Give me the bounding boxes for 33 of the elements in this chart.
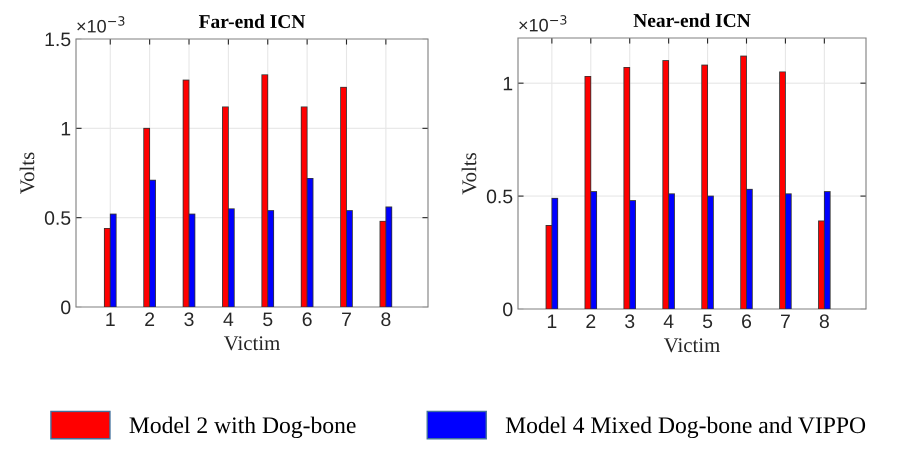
text: ×10$^{−3}$: [77, 16, 124, 33]
x-tick-label: 7: [342, 312, 351, 326]
x-tick-label: 1: [548, 314, 556, 328]
y-tick-label: 0.5: [44, 211, 70, 225]
y-axis-title: Volts: [462, 153, 476, 194]
legend-label: Model 4 Mixed Dog-bone and VIPPO: [506, 416, 866, 438]
y-tick-label: 0: [503, 302, 512, 316]
x-tick-label: 3: [184, 312, 194, 326]
x-tick-label: 2: [586, 314, 596, 328]
y-tick-label: 1.5: [46, 32, 70, 46]
y-axis-title: Volts: [20, 152, 34, 194]
x-axis-title: Victim: [664, 338, 720, 352]
text: ×10$^{−3}$: [519, 15, 566, 32]
chart-title: Near-end ICN: [634, 13, 751, 28]
y-tick-label: 0: [61, 300, 70, 314]
x-tick-label: 6: [302, 312, 312, 326]
x-tick-label: 4: [664, 314, 674, 328]
legend-label: Model 2 with Dog-bone: [130, 416, 356, 438]
x-tick-label: 7: [781, 314, 790, 328]
x-tick-label: 8: [381, 312, 390, 326]
x-tick-label: 3: [625, 314, 634, 328]
x-tick-label: 5: [702, 314, 712, 328]
x-tick-label: 8: [820, 314, 829, 328]
x-tick-label: 6: [742, 314, 752, 328]
y-tick-label: 1: [504, 76, 512, 90]
x-tick-label: 1: [106, 312, 115, 326]
y-tick-label: 0.5: [486, 190, 512, 204]
y-tick-label: 1: [62, 122, 70, 136]
x-tick-label: 2: [145, 312, 154, 326]
x-axis-title: Victim: [224, 336, 280, 350]
chart-title: Far-end ICN: [198, 14, 306, 28]
x-tick-label: 5: [263, 312, 272, 326]
x-tick-label: 4: [223, 312, 234, 326]
